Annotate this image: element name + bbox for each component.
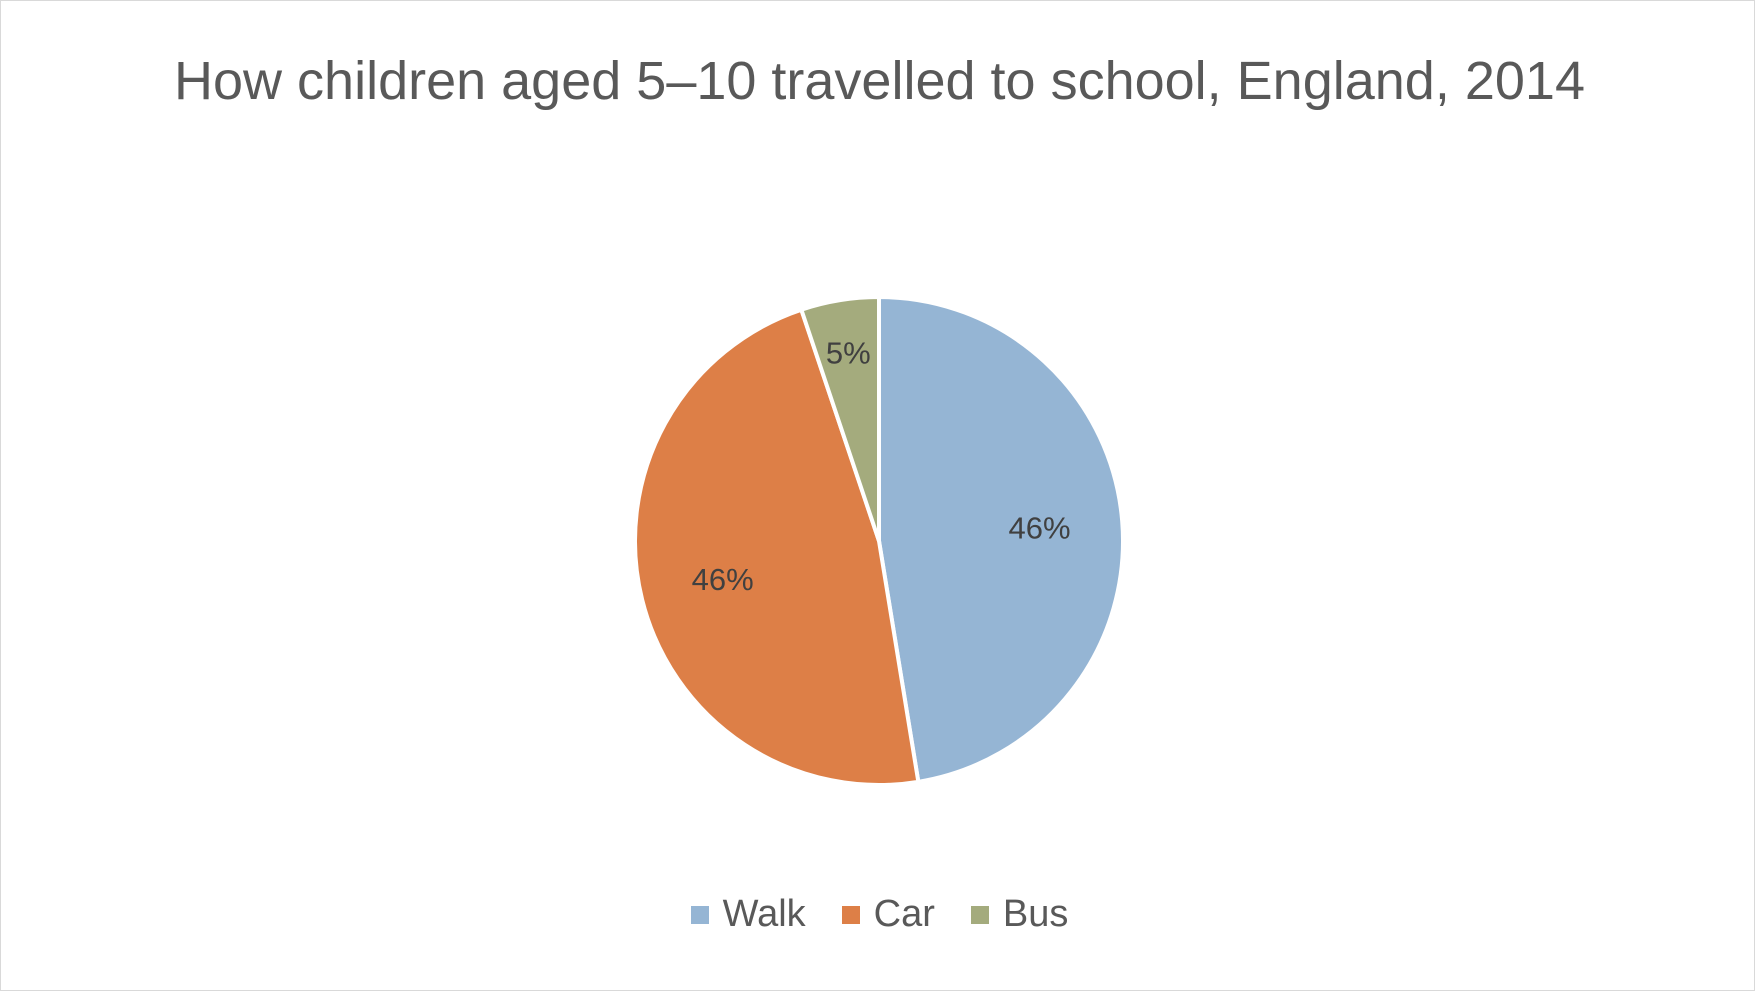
pie-slice-walk [877, 295, 1125, 784]
legend-label: Car [873, 893, 935, 935]
data-label-bus: 5% [826, 336, 871, 371]
data-label-car: 46% [692, 562, 754, 597]
legend-swatch [690, 905, 709, 924]
legend-swatch [970, 905, 989, 924]
pie-slice-bus [799, 295, 881, 543]
chart-title: How children aged 5–10 travelled to scho… [174, 51, 1585, 111]
legend-label: Walk [722, 893, 806, 935]
legend: Walk Car Bus [1, 893, 1757, 936]
legend-item-car: Car [841, 893, 935, 936]
legend-swatch [841, 905, 860, 924]
legend-item-bus: Bus [970, 893, 1069, 936]
legend-item-walk: Walk [690, 893, 806, 936]
data-label-walk: 46% [1008, 510, 1070, 545]
legend-label: Bus [1002, 893, 1069, 935]
pie-slice-car [633, 307, 921, 787]
